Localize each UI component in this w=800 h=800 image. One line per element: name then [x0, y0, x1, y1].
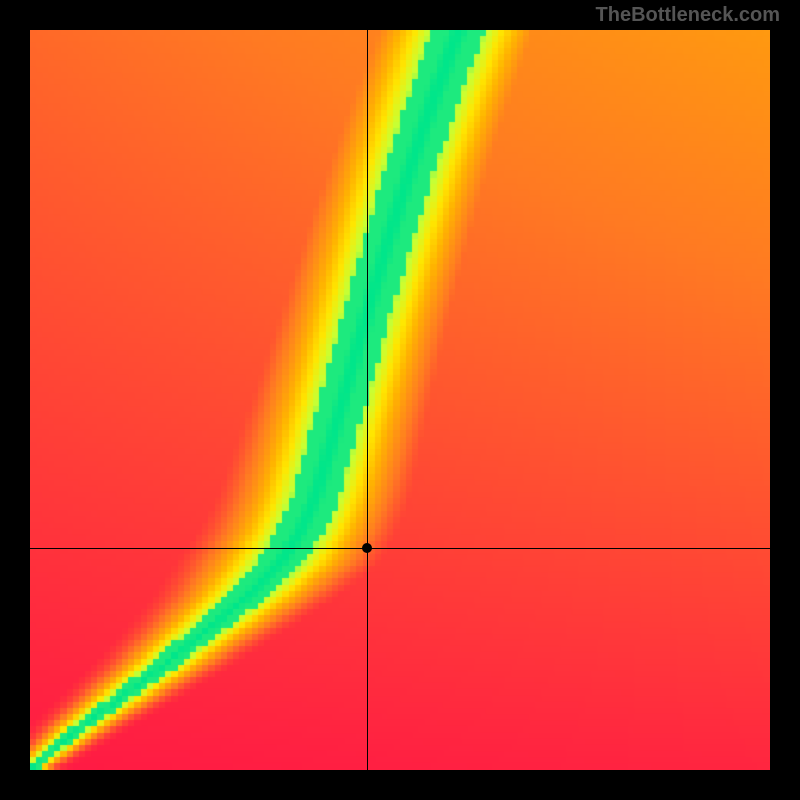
crosshair-point: [362, 543, 372, 553]
plot-area: [30, 30, 770, 770]
crosshair-vertical: [367, 30, 368, 770]
heatmap-canvas: [30, 30, 770, 770]
crosshair-horizontal: [30, 548, 770, 549]
watermark-text: TheBottleneck.com: [596, 4, 780, 27]
chart-container: TheBottleneck.com: [0, 0, 800, 800]
